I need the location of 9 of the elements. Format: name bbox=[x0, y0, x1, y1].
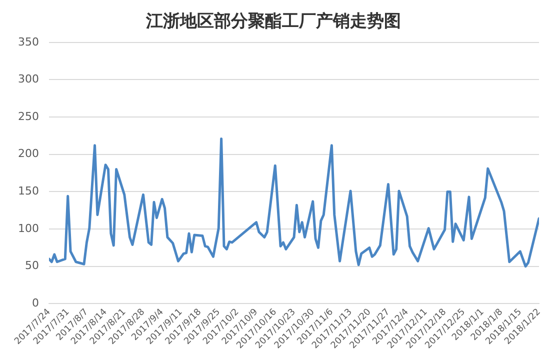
y-tick-label: 150 bbox=[18, 184, 39, 198]
y-tick-label: 300 bbox=[18, 72, 39, 86]
y-tick-label: 200 bbox=[18, 147, 39, 160]
y-tick-label: 100 bbox=[18, 222, 39, 235]
y-tick-label: 250 bbox=[18, 110, 39, 123]
y-tick-label: 350 bbox=[18, 35, 39, 48]
y-tick-label: 0 bbox=[32, 296, 39, 310]
y-tick-label: 50 bbox=[24, 259, 39, 272]
chart-title: 江浙地区部分聚酯工厂产销走势图 bbox=[145, 12, 401, 31]
